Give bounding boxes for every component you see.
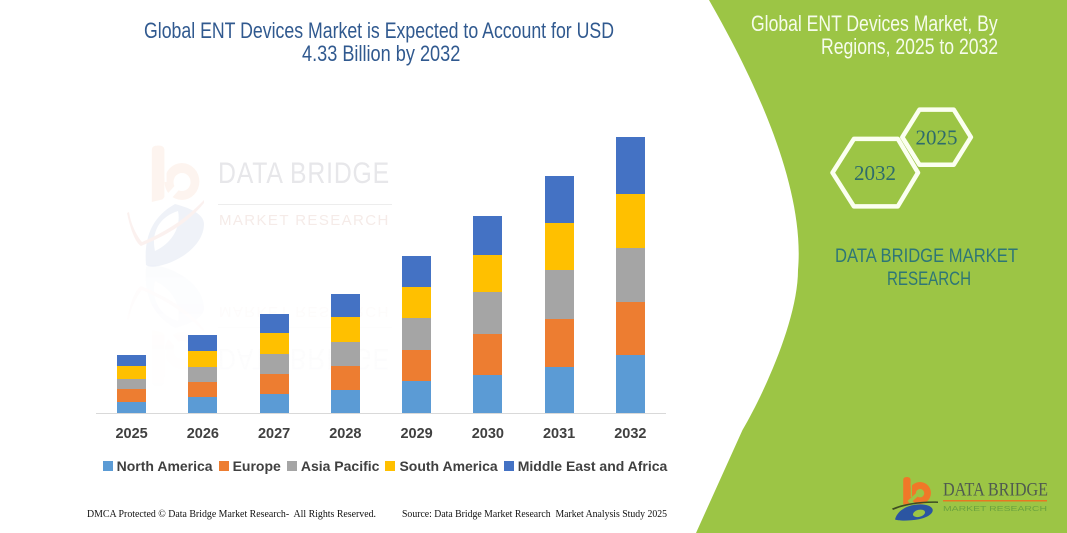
svg-text:MARKET RESEARCH: MARKET RESEARCH: [943, 504, 1047, 513]
svg-text:DATA BRIDGE: DATA BRIDGE: [943, 480, 1048, 501]
svg-text:2025: 2025: [916, 126, 958, 150]
svg-text:2032: 2032: [854, 161, 896, 185]
